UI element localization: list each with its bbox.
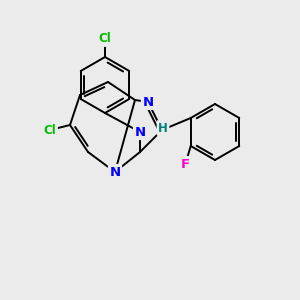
Text: N: N: [110, 166, 121, 178]
Text: Cl: Cl: [99, 32, 111, 46]
Text: H: H: [158, 122, 168, 134]
Text: N: N: [134, 125, 146, 139]
Text: Cl: Cl: [44, 124, 56, 136]
Text: F: F: [181, 158, 190, 170]
Text: N: N: [142, 95, 154, 109]
